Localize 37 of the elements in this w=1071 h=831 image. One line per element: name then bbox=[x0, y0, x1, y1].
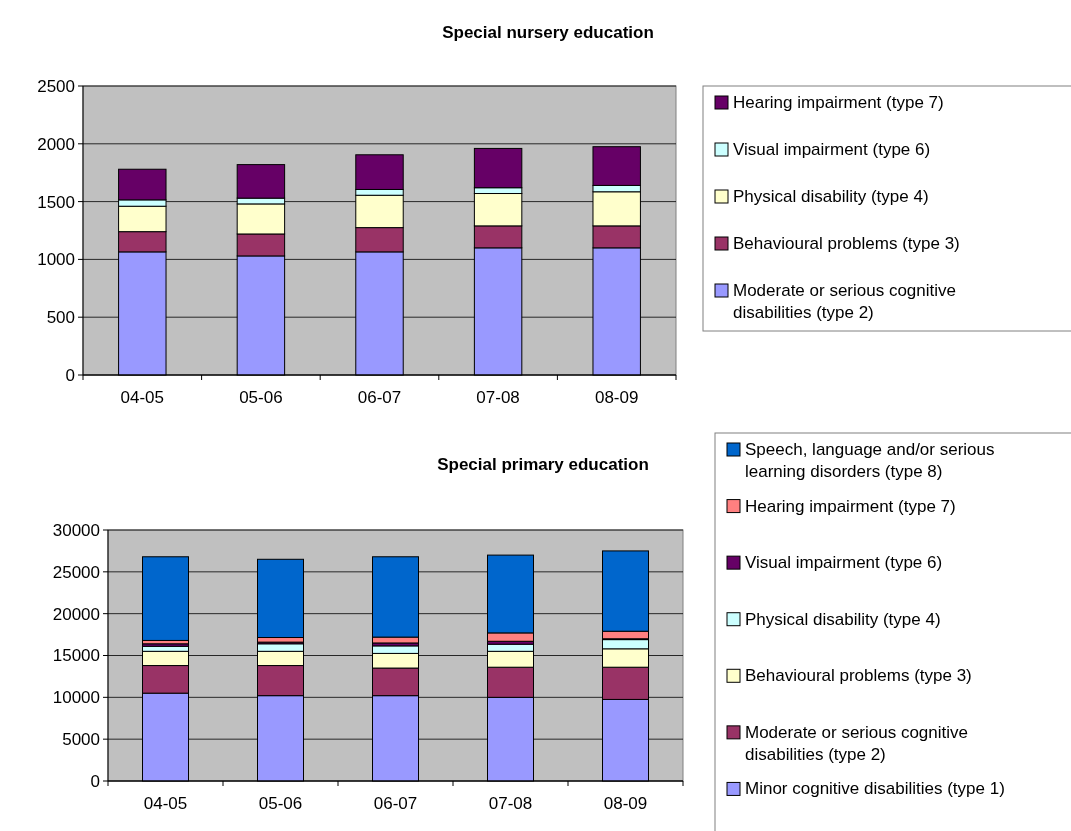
x-tick-label: 08-09 bbox=[603, 794, 648, 813]
x-tick-label: 05-06 bbox=[258, 794, 303, 813]
x-tick-label: 04-05 bbox=[143, 794, 188, 813]
legend-label: Moderate or serious cognitive disabilities (type 2) bbox=[733, 281, 957, 322]
legend-label: Hearing impairment (type 7) bbox=[733, 93, 944, 112]
y-tick-label: 30000 bbox=[52, 520, 100, 540]
y-tick-label: 1500 bbox=[37, 192, 75, 212]
y-tick-label: 0 bbox=[65, 365, 75, 385]
y-tick-label: 2500 bbox=[37, 76, 75, 96]
y-tick-label: 2000 bbox=[37, 134, 75, 154]
y-tick-label: 10000 bbox=[52, 688, 100, 708]
legend-label: Speech, language and/or serious learning disorders (type 8) bbox=[745, 440, 995, 481]
y-tick-label: 0 bbox=[90, 771, 100, 791]
legend-label: Physical disability (type 4) bbox=[733, 187, 929, 206]
legend-label: Behavioural problems (type 3) bbox=[733, 234, 960, 253]
legend-label: Minor cognitive disabilities (type 1) bbox=[745, 779, 1005, 799]
legend-label: Physical disability (type 4) bbox=[745, 609, 941, 629]
y-tick-label: 5000 bbox=[62, 730, 100, 750]
legend-label: Hearing impairment (type 7) bbox=[745, 496, 956, 516]
legend-label: Visual impairment (type 6) bbox=[733, 140, 931, 159]
legend-label: Visual impairment (type 6) bbox=[745, 553, 943, 573]
y-tick-label: 500 bbox=[46, 308, 75, 328]
x-tick-label: 05-06 bbox=[239, 388, 283, 407]
legend-label: Behavioural problems (type 3) bbox=[745, 666, 972, 686]
y-tick-label: 15000 bbox=[52, 646, 100, 666]
y-tick-label: 25000 bbox=[52, 562, 100, 582]
y-tick-label: 20000 bbox=[52, 604, 100, 624]
x-tick-label: 07-08 bbox=[476, 388, 520, 407]
chart-title: Special nursery education bbox=[442, 23, 654, 42]
legend-label: Moderate or serious cognitive disabilities (type 2) bbox=[745, 722, 969, 764]
x-tick-label: 04-05 bbox=[120, 388, 165, 407]
chart-title: Special primary education bbox=[437, 455, 649, 474]
x-tick-label: 06-07 bbox=[357, 388, 402, 407]
x-tick-label: 08-09 bbox=[594, 388, 639, 407]
x-tick-label: 06-07 bbox=[373, 794, 418, 813]
y-tick-label: 1000 bbox=[37, 250, 75, 270]
x-tick-label: 07-08 bbox=[488, 794, 533, 813]
